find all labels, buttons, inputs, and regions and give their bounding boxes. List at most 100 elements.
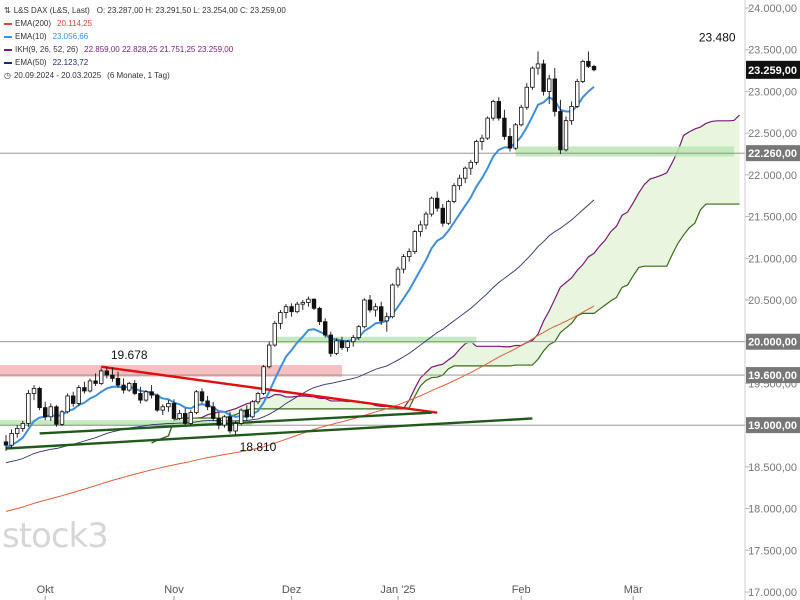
candle-body[interactable] [233,423,238,432]
candle-body[interactable] [390,284,395,318]
candle-body[interactable] [238,409,244,424]
candle-body[interactable] [468,161,473,169]
candle-body[interactable] [244,409,249,418]
candle-body[interactable] [547,78,552,92]
candle-body[interactable] [149,391,154,396]
candle-body[interactable] [429,197,434,215]
candle-body[interactable] [591,66,597,71]
candle-body[interactable] [65,395,70,413]
candle-body[interactable] [194,391,199,414]
candle-body[interactable] [278,312,283,324]
candle-body[interactable] [177,413,182,419]
candle-body[interactable] [440,207,445,224]
candle-body[interactable] [272,322,277,346]
candle-body[interactable] [166,403,171,408]
candle-body[interactable] [586,60,591,67]
candle-body[interactable] [300,302,305,305]
candle-body[interactable] [446,201,451,224]
candle-body[interactable] [563,120,569,151]
candle-body[interactable] [3,441,9,446]
candle-body[interactable] [378,306,384,322]
candle-body[interactable] [59,411,65,425]
candle-body[interactable] [558,111,563,151]
candle-body[interactable] [490,101,496,119]
candle-body[interactable] [54,406,59,425]
candle-body[interactable] [502,117,507,137]
candle-body[interactable] [535,63,541,69]
candle-body[interactable] [31,388,37,394]
candle-body[interactable] [569,106,574,122]
candle-body[interactable] [457,177,462,187]
candle-body[interactable] [519,106,524,126]
indicator-row[interactable]: EMA(50) 22.123,72 [4,56,286,69]
candle-body[interactable] [350,337,356,343]
candle-body[interactable] [188,412,193,424]
candle-body[interactable] [496,101,501,119]
trendline[interactable] [5,417,533,450]
candle-body[interactable] [580,60,585,82]
candle-body[interactable] [37,388,42,409]
candle-body[interactable] [82,387,87,392]
candle-body[interactable] [575,81,580,107]
candle-body[interactable] [451,185,457,202]
candle-body[interactable] [26,393,31,424]
candle-body[interactable] [43,407,48,418]
candle-body[interactable] [127,383,132,391]
candle-body[interactable] [362,299,367,328]
candle-body[interactable] [160,406,165,411]
candle-body[interactable] [216,418,221,426]
candle-body[interactable] [507,136,513,149]
candle-body[interactable] [462,167,468,179]
candle-body[interactable] [261,366,266,394]
candle-body[interactable] [434,197,440,209]
candle-body[interactable] [306,298,311,303]
candle-body[interactable] [121,384,126,391]
candle-body[interactable] [205,400,210,408]
candle-body[interactable] [530,67,535,88]
candle-body[interactable] [474,141,479,163]
indicator-row[interactable]: EMA(200) 20.114,25 [4,17,286,30]
candle-body[interactable] [373,306,378,311]
candle-body[interactable] [182,413,188,424]
candle-body[interactable] [250,401,255,418]
candle-body[interactable] [328,334,333,354]
candle-body[interactable] [406,251,412,258]
candle-body[interactable] [87,380,93,392]
candle-body[interactable] [322,321,328,336]
candle-body[interactable] [171,403,177,419]
candle-body[interactable] [513,124,518,149]
candle-body[interactable] [143,391,149,401]
candle-body[interactable] [255,393,261,403]
candle-body[interactable] [110,374,115,379]
candle-body[interactable] [227,416,233,432]
candle-body[interactable] [115,378,121,386]
candlestick-series[interactable] [3,51,597,452]
candle-body[interactable] [412,231,417,253]
candle-body[interactable] [423,213,429,226]
candle-body[interactable] [294,303,300,313]
candle-body[interactable] [99,370,104,384]
candle-body[interactable] [418,224,423,232]
candle-body[interactable] [485,117,490,139]
candle-body[interactable] [552,78,557,112]
candle-body[interactable] [222,416,227,426]
candle-body[interactable] [345,341,350,348]
candle-body[interactable] [311,298,317,309]
candle-body[interactable] [395,268,401,286]
candle-body[interactable] [154,394,160,411]
indicator-row[interactable]: IKH(9, 26, 52, 26) 22.859,00 22.828,25 21… [4,43,286,56]
candle-body[interactable] [266,344,272,368]
indicator-row[interactable]: EMA(10) 23.056,66 [4,30,286,43]
candle-body[interactable] [401,256,406,270]
candle-body[interactable] [283,306,289,313]
candle-body[interactable] [384,316,389,322]
candle-body[interactable] [289,306,294,313]
candle-body[interactable] [339,340,345,348]
candle-body[interactable] [199,391,205,402]
candle-body[interactable] [20,423,25,429]
candle-body[interactable] [76,387,81,404]
candle-body[interactable] [93,380,98,384]
candle-body[interactable] [541,63,546,92]
candle-body[interactable] [71,395,76,404]
